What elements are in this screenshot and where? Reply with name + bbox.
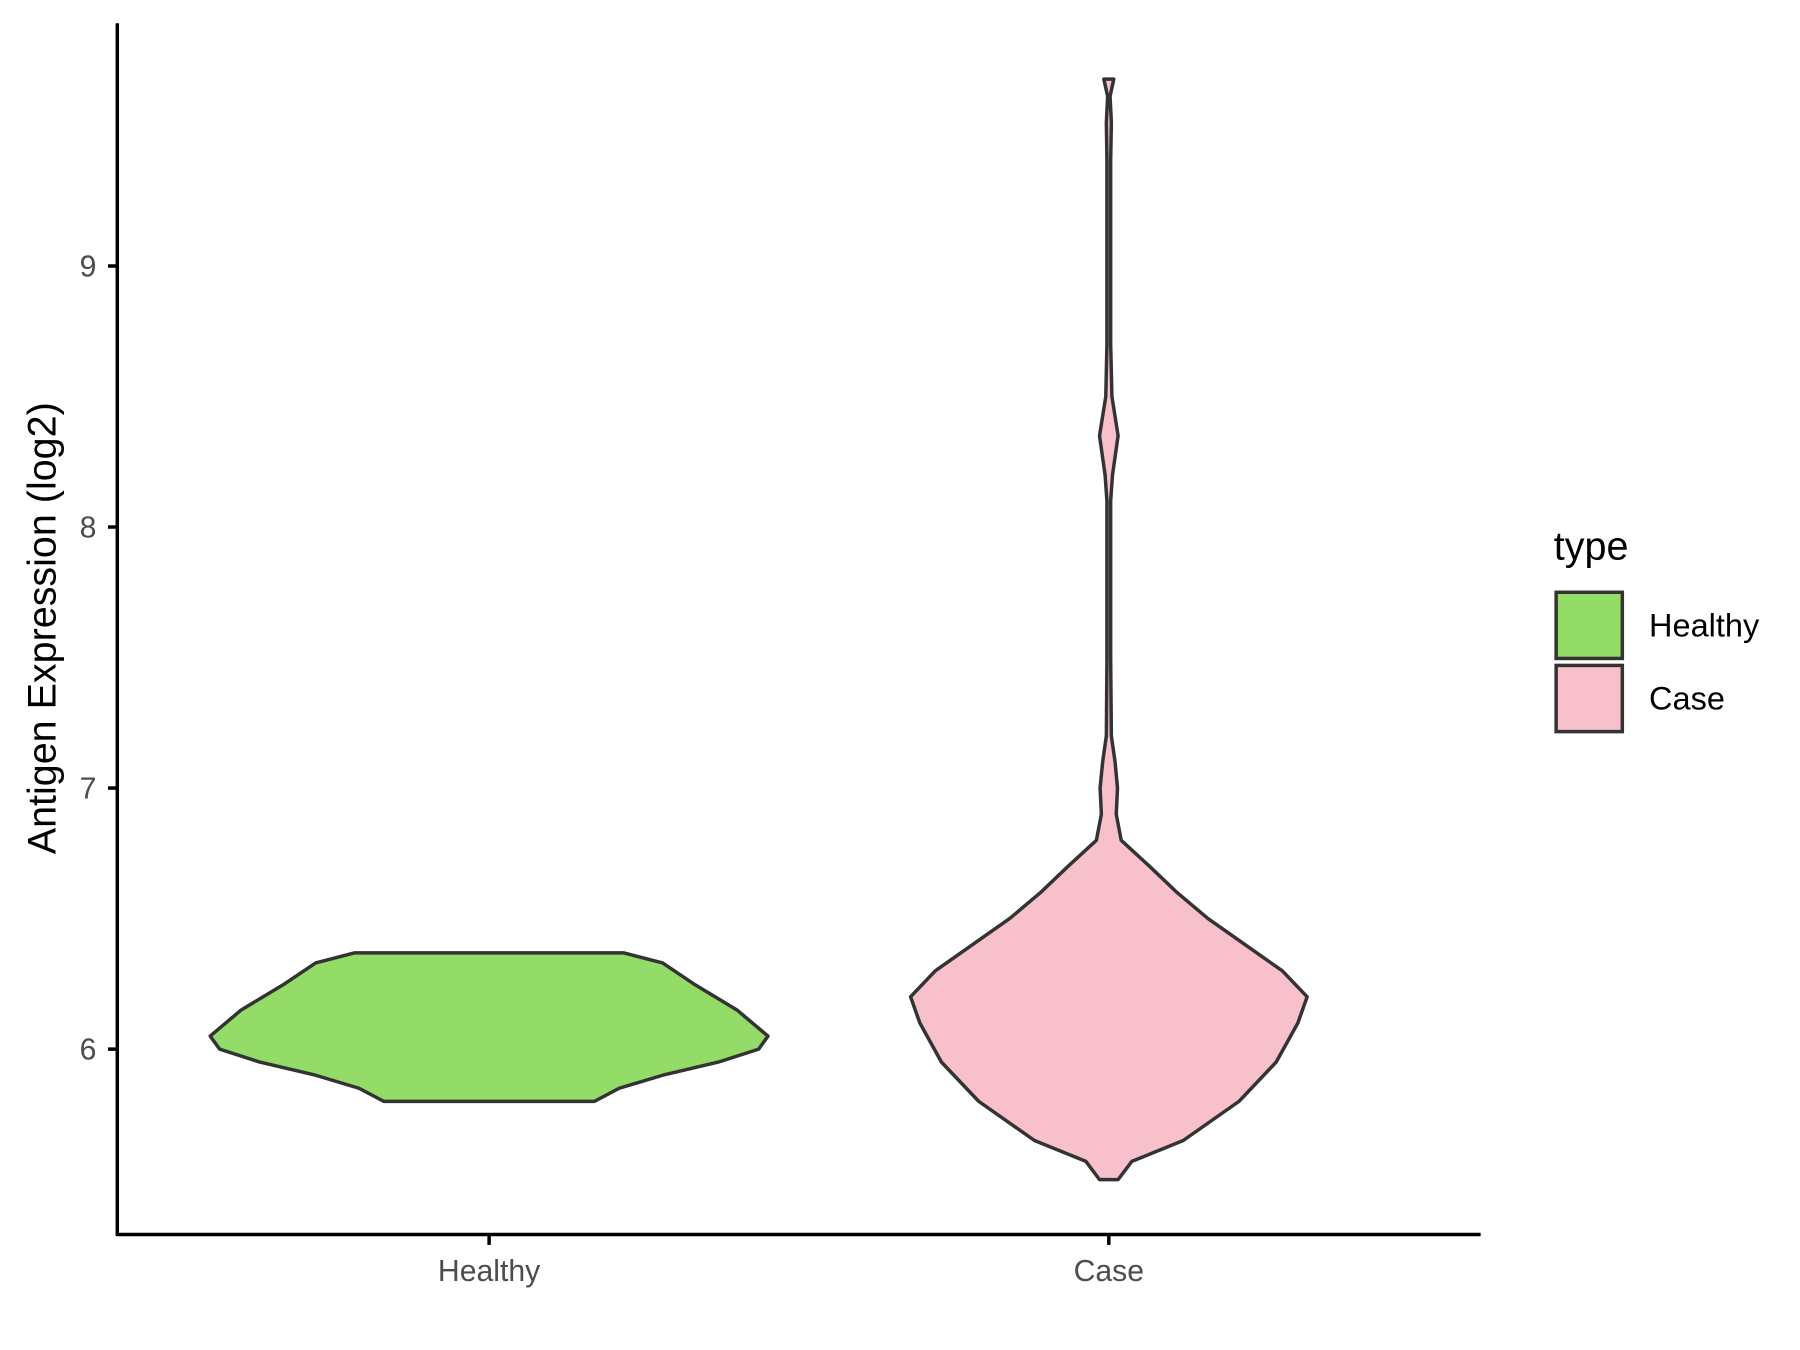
violin xyxy=(908,77,1309,1182)
y-tick-label: 8 xyxy=(80,511,97,544)
legend-title: type xyxy=(1554,525,1629,569)
legend-swatch xyxy=(1554,663,1625,734)
y-axis-title: Antigen Expression (log2) xyxy=(21,402,65,854)
y-tick-label: 7 xyxy=(80,773,97,806)
x-tick-label: Case xyxy=(1074,1255,1144,1288)
x-tick-label: Healthy xyxy=(438,1255,541,1288)
legend-label: Case xyxy=(1649,681,1725,717)
violin xyxy=(208,951,770,1104)
legend-label: Healthy xyxy=(1649,607,1760,643)
y-tick-label: 9 xyxy=(80,250,97,283)
legend-swatch xyxy=(1554,590,1625,661)
y-tick-label: 6 xyxy=(80,1034,97,1067)
